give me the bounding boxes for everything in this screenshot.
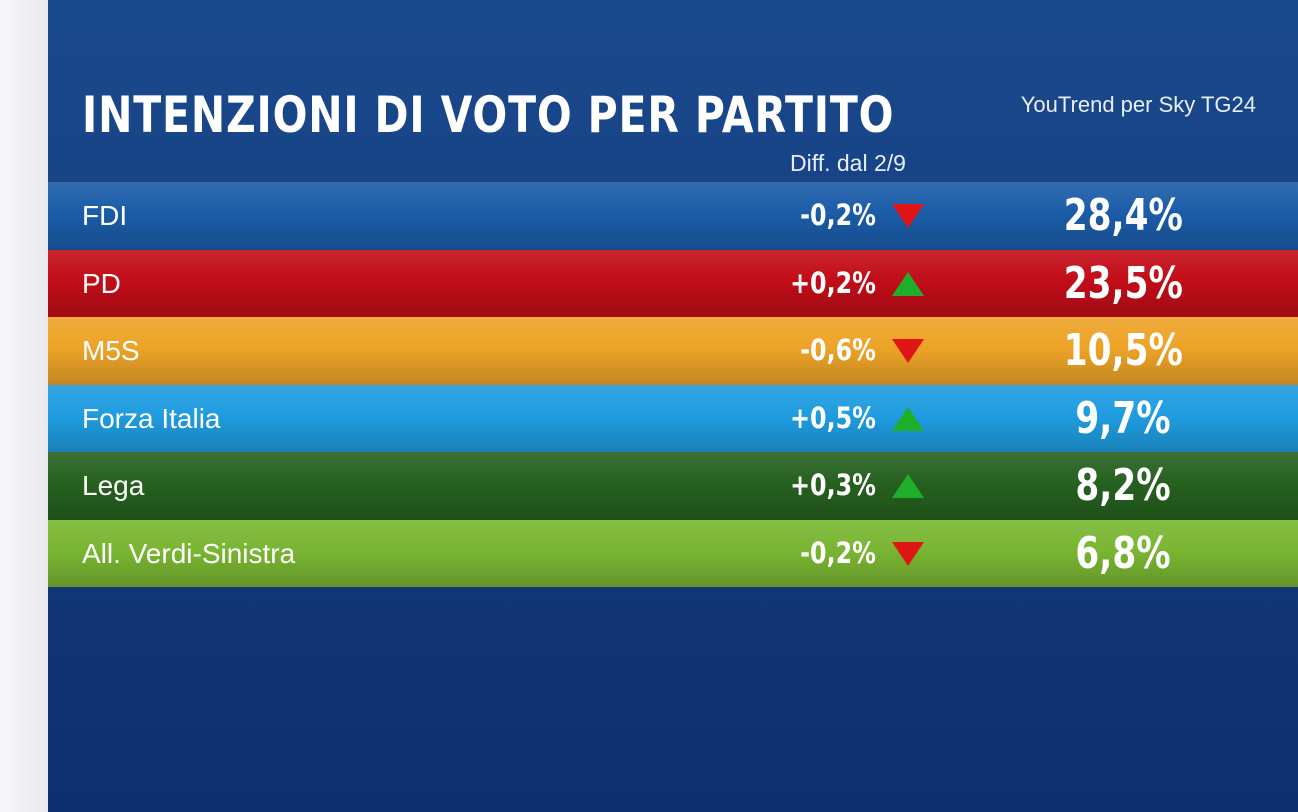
arrow-up-shape (892, 406, 924, 431)
arrow-up-icon (892, 406, 924, 431)
party-rows: FDI -0,2% 28,4% PD +0,2% 23,5% M5S -0,6% 10,5% Fo… (48, 182, 1298, 587)
vote-share-value: 28,4% (1008, 182, 1238, 250)
arrow-down-shape (892, 541, 924, 566)
vote-share-text: 8,2% (1075, 460, 1171, 511)
vote-share-text: 10,5% (1063, 325, 1183, 376)
vote-share-text: 6,8% (1075, 527, 1171, 579)
arrow-up-shape (892, 271, 924, 296)
vote-share-value: 10,5% (1008, 317, 1238, 385)
diff-value: -0,2% (800, 198, 876, 232)
vote-share-text: 23,5% (1063, 257, 1183, 309)
party-row-forza-italia: Forza Italia +0,5% 9,7% (48, 384, 1298, 453)
vote-share-value: 9,7% (1008, 385, 1238, 453)
poll-panel: INTENZIONI DI VOTO PER PARTITO YouTrend … (48, 0, 1298, 812)
party-name: FDI (82, 200, 128, 231)
party-name: PD (82, 267, 121, 299)
party-name: Lega (82, 470, 145, 501)
party-name: All. Verdi-Sinistra (82, 537, 296, 569)
left-margin (0, 0, 48, 812)
party-row-pd: PD +0,2% 23,5% (48, 249, 1298, 318)
arrow-down-shape (892, 204, 924, 228)
chart-title: INTENZIONI DI VOTO PER PARTITO (82, 86, 895, 144)
arrow-up-icon (892, 271, 924, 296)
diff-value: +0,5% (790, 400, 876, 435)
party-name: Forza Italia (82, 402, 221, 434)
party-row-fdi: FDI -0,2% 28,4% (48, 182, 1298, 250)
diff-value: +0,2% (790, 265, 876, 300)
vote-share-text: 9,7% (1075, 392, 1171, 444)
arrow-down-icon (892, 339, 924, 363)
diff-value: -0,6% (800, 333, 876, 367)
arrow-up-shape (892, 474, 924, 498)
vote-share-value: 8,2% (1008, 452, 1238, 520)
party-row-m5s: M5S -0,6% 10,5% (48, 317, 1298, 385)
vote-share-value: 23,5% (1008, 250, 1238, 318)
arrow-down-shape (892, 339, 924, 363)
source-label: YouTrend per Sky TG24 (1020, 92, 1256, 117)
arrow-down-icon (892, 204, 924, 228)
diff-column-header: Diff. dal 2/9 (790, 150, 906, 176)
party-name: M5S (82, 335, 140, 366)
vote-share-value: 6,8% (1008, 520, 1238, 588)
party-row-all-verdi-sinistra: All. Verdi-Sinistra -0,2% 6,8% (48, 519, 1298, 588)
party-row-lega: Lega +0,3% 8,2% (48, 452, 1298, 520)
diff-value: -0,2% (800, 535, 876, 570)
arrow-up-icon (892, 474, 924, 498)
arrow-down-icon (892, 541, 924, 566)
diff-value: +0,3% (790, 468, 876, 502)
vote-share-text: 28,4% (1063, 190, 1183, 241)
